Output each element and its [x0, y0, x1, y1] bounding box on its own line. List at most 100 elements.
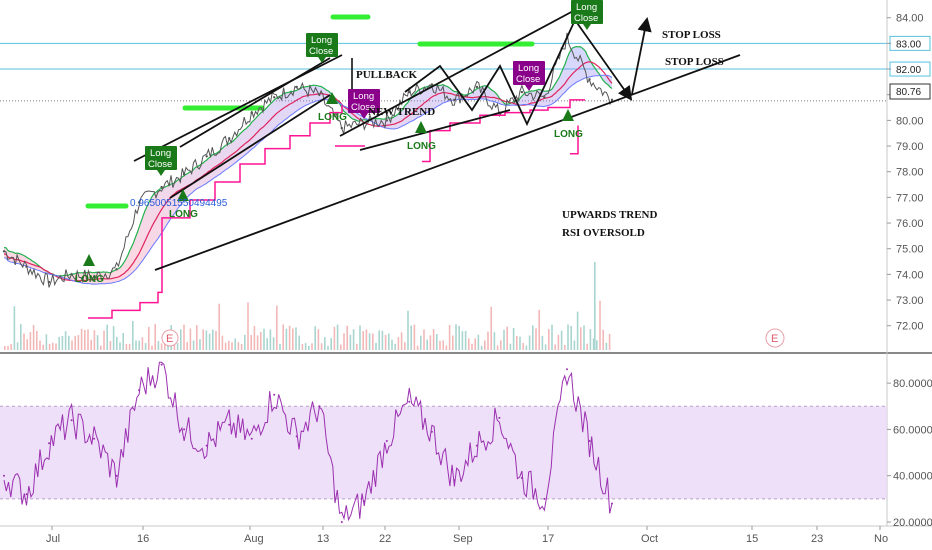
price-point	[385, 119, 388, 122]
rsi-tick-label: 40.0000	[893, 471, 932, 483]
volume-bar	[260, 332, 262, 350]
price-point	[295, 85, 298, 89]
long-signal[interactable]: LONG	[75, 254, 104, 285]
rsi-point	[340, 521, 343, 523]
price-point	[408, 90, 411, 94]
rsi-point	[475, 444, 478, 447]
volume-bar	[503, 329, 505, 350]
long-close-line1: Long	[353, 91, 374, 102]
rsi-point	[566, 368, 568, 371]
stop-loss-label-upper[interactable]: STOP LOSS	[662, 29, 721, 41]
long-signal[interactable]: LONG	[407, 121, 436, 152]
trend-line[interactable]	[359, 109, 511, 151]
volume-bar	[356, 343, 358, 350]
stop-loss-label-lower[interactable]: STOP LOSS	[665, 56, 724, 68]
rsi-point	[93, 437, 96, 440]
rsi-point	[25, 493, 28, 496]
rsi-oversold-label[interactable]: RSI OVERSOLD	[562, 227, 645, 239]
volume-bar	[605, 342, 608, 350]
price-tick-label: 78.00	[896, 167, 924, 179]
volume-bar	[509, 343, 512, 350]
time-tick-label: Sep	[453, 533, 473, 545]
trend-line[interactable]	[179, 57, 331, 148]
volume-bar	[199, 339, 201, 350]
volume-bar	[23, 333, 25, 350]
volume-bar	[320, 343, 323, 350]
trend-line[interactable]	[169, 94, 331, 199]
volume-bar	[311, 343, 313, 350]
price-scale-panel[interactable]	[887, 0, 932, 352]
volume-bar	[100, 345, 102, 350]
rsi-scale-panel[interactable]	[887, 356, 932, 526]
pullback-label[interactable]: PULLBACK	[356, 69, 418, 81]
volume-bar	[314, 326, 316, 350]
volume-bar	[455, 324, 457, 350]
volume-bar	[103, 330, 105, 350]
long-signal[interactable]: LONG	[554, 109, 583, 140]
volume-bar	[208, 333, 211, 350]
volume-bar	[608, 333, 611, 350]
rsi-point	[520, 477, 523, 479]
upwards-trend-label[interactable]: UPWARDS TREND	[562, 209, 658, 221]
price-tick-label: 75.00	[896, 244, 924, 256]
price-pane[interactable]	[0, 0, 887, 352]
price-point	[475, 85, 479, 89]
trailing-stop-line	[422, 99, 585, 163]
volume-bar	[285, 328, 288, 350]
long-close-pointer-icon	[583, 24, 591, 30]
earnings-marker-aug[interactable]: E	[161, 329, 179, 347]
volume-bar	[90, 339, 92, 350]
volume-bar	[138, 340, 140, 350]
volume-bar	[71, 340, 73, 350]
long-label: LONG	[169, 209, 198, 220]
volume-bar	[365, 329, 368, 350]
volume-bar	[570, 326, 572, 350]
long-signal[interactable]: LONG	[169, 189, 198, 220]
long-label: LONG	[554, 129, 583, 140]
volume-bar	[500, 340, 502, 350]
price-line[interactable]	[3, 32, 613, 288]
rsi-point	[250, 437, 253, 440]
volume-bar	[583, 325, 585, 350]
volume-bar	[429, 335, 432, 350]
volume-bar	[292, 328, 294, 350]
volume-bar	[333, 326, 336, 350]
volume-bar	[109, 341, 112, 350]
price-point	[160, 185, 163, 189]
trend-line[interactable]	[339, 9, 576, 137]
trend-line[interactable]	[133, 54, 343, 162]
time-tick-label: No	[874, 533, 888, 545]
long-signal[interactable]: LONG	[318, 92, 347, 123]
volume-bar	[276, 305, 278, 350]
long-close-line2: Close	[516, 74, 540, 85]
long-close-box	[145, 146, 177, 170]
long-close-line1: Long	[518, 63, 539, 74]
volume-bar	[592, 338, 595, 350]
price-point	[47, 280, 51, 284]
trailing-stop-line	[570, 125, 579, 155]
volume-bar	[400, 332, 403, 350]
rsi-point	[430, 430, 433, 433]
volume-bar	[4, 346, 6, 350]
rsi-point	[453, 479, 456, 482]
earnings-marker-oct[interactable]: E	[765, 328, 785, 348]
volume-bar	[602, 329, 604, 350]
projection-arrow[interactable]	[631, 16, 652, 95]
volume-bar	[196, 325, 198, 350]
price-tick-label: 76.00	[896, 218, 924, 230]
volume-bar	[580, 327, 582, 350]
rsi-line[interactable]	[3, 361, 613, 522]
new-trend-label[interactable]: NEW TREND	[368, 106, 435, 118]
volume-bar	[212, 329, 214, 350]
volume-bar	[554, 344, 556, 350]
volume-bar	[599, 300, 601, 350]
current-price-value: 80.76	[896, 87, 921, 98]
trend-line[interactable]	[154, 54, 741, 271]
volume-bar	[272, 337, 275, 350]
